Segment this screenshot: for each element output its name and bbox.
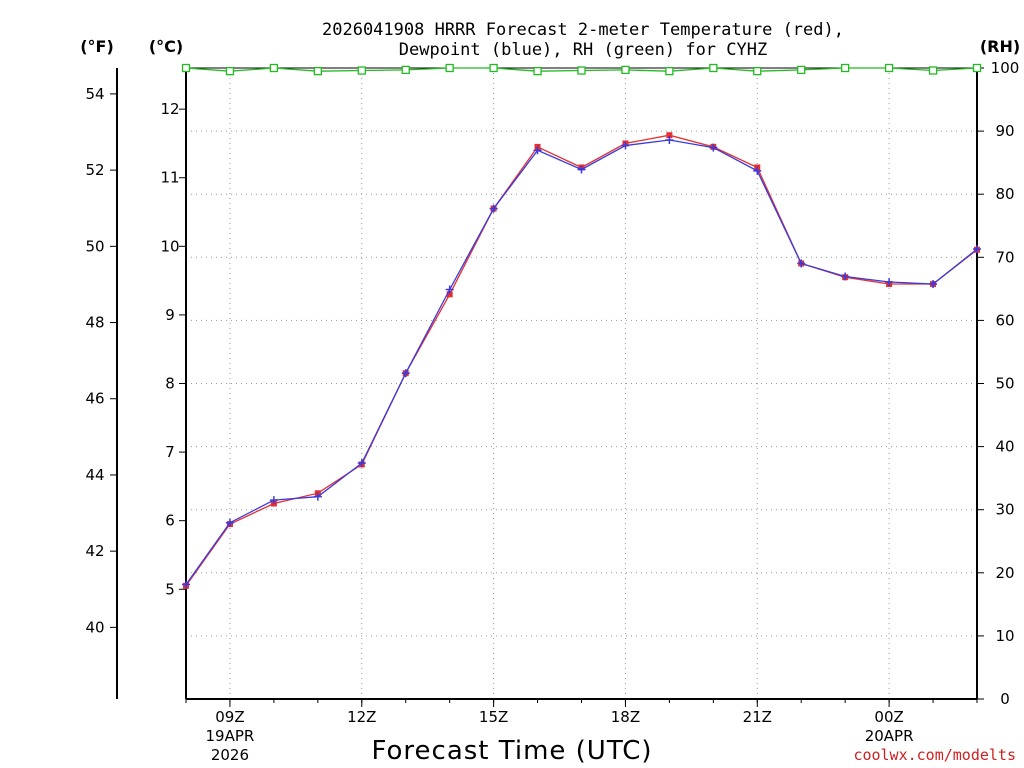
dewpoint-point	[225, 518, 234, 527]
fahrenheit-tick-label: 54	[85, 85, 104, 103]
rh-tick-label: 40	[995, 438, 1014, 456]
dewpoint-point	[357, 459, 366, 468]
temperature-line	[185, 134, 978, 587]
unit-label-fahrenheit: (°F)	[80, 37, 114, 56]
time-tick-label: 15Z	[479, 708, 508, 726]
dewpoint-point	[797, 259, 806, 268]
dewpoint-point	[182, 580, 190, 589]
rh-tick-label: 80	[995, 185, 1014, 203]
temperature-point	[446, 291, 453, 298]
time-tick-label: 19APR	[206, 727, 255, 745]
rh-point	[445, 63, 454, 73]
rh-tick-label: 50	[995, 375, 1014, 393]
rh-point	[269, 63, 279, 73]
fahrenheit-tick-label: 40	[85, 618, 104, 636]
rh-point	[181, 63, 191, 73]
rh-tick-label: 90	[995, 122, 1014, 140]
dewpoint-point	[269, 496, 278, 505]
dewpoint-point	[577, 165, 586, 174]
x-axis-label: Forecast Time (UTC)	[371, 736, 652, 766]
chart-title-line-1: 2026041908 HRRR Forecast 2-meter Tempera…	[322, 20, 844, 40]
rh-point	[841, 63, 850, 73]
celsius-tick-label: 12	[160, 100, 179, 118]
rh-point	[753, 67, 762, 76]
rh-point	[709, 63, 718, 73]
dewpoint-point	[709, 143, 718, 152]
celsius-tick-label: 11	[160, 169, 179, 187]
axes	[110, 67, 984, 707]
rh-point	[665, 67, 674, 76]
celsius-tick-label: 10	[160, 237, 179, 255]
temperature-point	[666, 132, 673, 139]
rh-point	[533, 67, 542, 76]
rh-point	[884, 63, 894, 73]
dewpoint-point	[621, 141, 630, 150]
time-tick-label: 21Z	[743, 708, 772, 726]
rh-point	[928, 66, 938, 75]
rh-tick-label: 0	[1000, 690, 1010, 708]
rh-point	[621, 65, 630, 75]
chart-title-line-2: Dewpoint (blue), RH (green) for CYHZ	[399, 40, 767, 60]
celsius-tick-label: 6	[165, 512, 175, 530]
dewpoint-point	[665, 136, 674, 145]
rh-tick-label: 30	[995, 501, 1014, 519]
rh-point	[357, 66, 366, 75]
time-tick-label: 20APR	[865, 727, 914, 745]
time-tick-label: 00Z	[874, 708, 903, 726]
rh-point	[797, 65, 806, 75]
rh-point	[401, 65, 410, 75]
rh-tick-label: 60	[995, 311, 1014, 329]
grid-lines	[186, 68, 977, 699]
rh-point	[972, 63, 982, 73]
dewpoint-point	[313, 492, 322, 501]
rh-point	[313, 67, 322, 76]
celsius-tick-label: 5	[165, 580, 175, 598]
time-tick-label: 12Z	[347, 708, 376, 726]
fahrenheit-tick-label: 48	[85, 314, 104, 332]
dewpoint-point	[753, 166, 762, 175]
celsius-tick-label: 7	[165, 443, 175, 461]
rh-point	[577, 66, 586, 75]
celsius-tick-label: 9	[165, 306, 175, 324]
rh-tick-label: 70	[995, 248, 1014, 266]
time-tick-label: 18Z	[611, 708, 640, 726]
rh-tick-label: 20	[995, 564, 1014, 582]
dewpoint-point	[401, 369, 410, 378]
unit-label-celsius: (°C)	[149, 37, 183, 56]
fahrenheit-tick-label: 50	[85, 237, 104, 255]
rh-tick-label: 10	[995, 627, 1014, 645]
fahrenheit-tick-label: 42	[85, 542, 104, 560]
rh-point	[225, 67, 235, 76]
time-tick-label: 2026	[211, 746, 249, 764]
fahrenheit-tick-label: 52	[85, 161, 104, 179]
unit-label-rh: (RH)	[980, 37, 1020, 56]
dewpoint-line	[185, 139, 978, 585]
dewpoint-point	[533, 146, 542, 155]
watermark: coolwx.com/modelts	[853, 746, 1016, 764]
dewpoint-point	[929, 280, 938, 289]
dewpoint-point	[841, 272, 850, 281]
fahrenheit-tick-label: 44	[85, 466, 104, 484]
dewpoint-point	[489, 204, 498, 213]
axis-labels: 5 6 7 8 9 10 11 12 40 42 44 46 48 50 52 54 0 10 20 30 40 50 60…	[85, 59, 1019, 764]
dewpoint-point	[885, 277, 894, 286]
rh-tick-label: 100	[991, 59, 1020, 77]
data-series	[181, 63, 982, 589]
time-tick-label: 09Z	[215, 708, 244, 726]
dewpoint-point	[445, 285, 454, 294]
celsius-tick-label: 8	[165, 375, 175, 393]
fahrenheit-tick-label: 46	[85, 390, 104, 408]
dewpoint-point	[973, 245, 981, 254]
rh-point	[489, 63, 498, 73]
